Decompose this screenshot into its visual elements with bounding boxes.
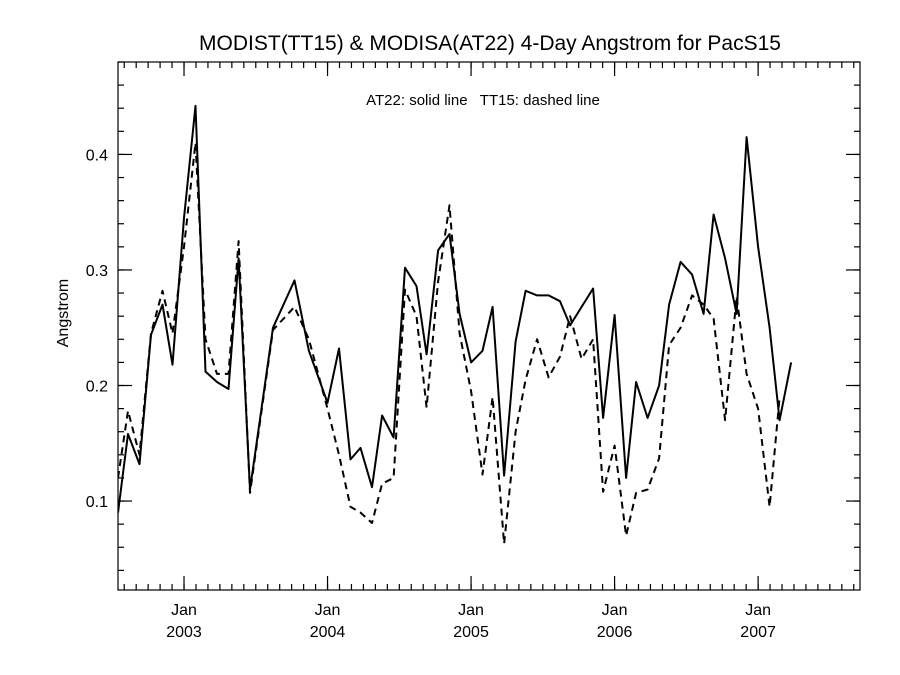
x-tick-year-label: 2007 (740, 624, 776, 641)
y-tick-label: 0.3 (86, 263, 108, 280)
major-ticks (118, 62, 860, 590)
y-tick-label: 0.4 (86, 147, 108, 164)
x-tick-month-label: Jan (745, 602, 771, 619)
chart-title: MODIST(TT15) & MODISA(AT22) 4-Day Angstr… (199, 32, 781, 55)
x-tick-month-label: Jan (315, 602, 341, 619)
plot-frame (117, 61, 861, 591)
x-tick-year-label: 2004 (310, 624, 346, 641)
x-tick-year-label: 2003 (166, 624, 202, 641)
y-axis-label: Angstrom (55, 279, 72, 347)
x-tick-year-label: 2006 (597, 624, 633, 641)
x-tick-month-label: Jan (602, 602, 628, 619)
series-at22-line (118, 104, 793, 513)
series-tt15-line (118, 141, 781, 545)
y-tick-label: 0.2 (86, 379, 108, 396)
legend-text: AT22: solid line TT15: dashed line (366, 92, 600, 109)
y-tick-label: 0.1 (86, 494, 108, 511)
tick-labels: 0.1 0.2 0.3 0.4 Jan 2003 Jan 2004 Jan 2005 Jan 2006… (86, 147, 776, 641)
x-tick-month-label: Jan (458, 602, 484, 619)
x-tick-month-label: Jan (171, 602, 197, 619)
x-tick-year-label: 2005 (453, 624, 489, 641)
series-layer (118, 104, 793, 545)
